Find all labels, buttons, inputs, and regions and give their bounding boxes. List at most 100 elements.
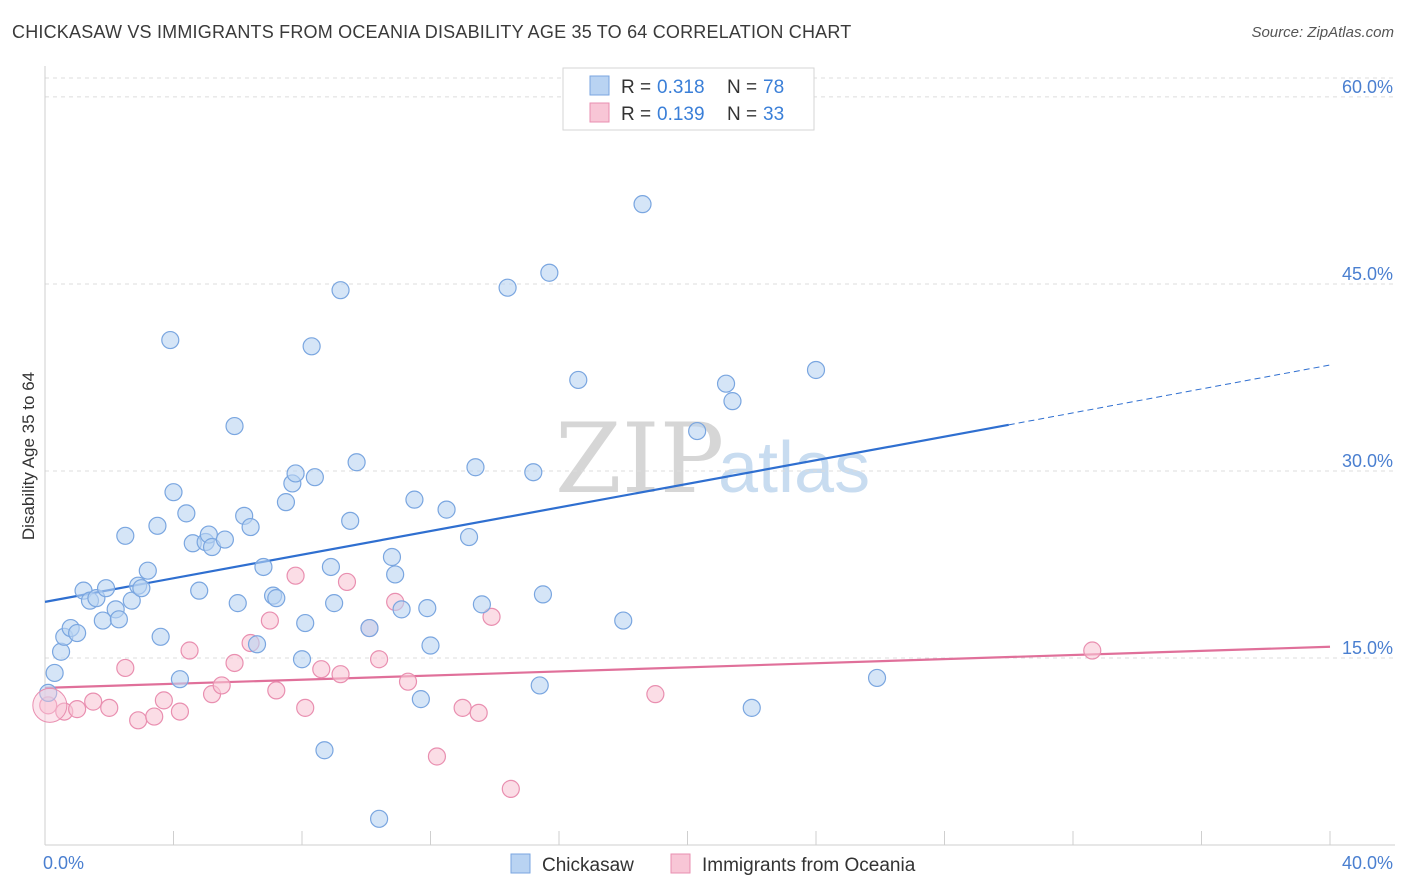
point-chickasaw — [45, 663, 64, 683]
data-points — [32, 195, 1102, 828]
point-chickasaw — [241, 517, 260, 537]
legend-swatch-chickasaw — [589, 75, 610, 96]
point-chickasaw — [164, 483, 183, 502]
legend-r-label-1: R = — [621, 77, 651, 98]
point-chickasaw — [151, 627, 170, 646]
point-chickasaw — [688, 421, 707, 441]
point-chickasaw — [392, 600, 411, 619]
grid-lines — [45, 77, 1395, 659]
point-oceania — [469, 703, 488, 722]
point-chickasaw — [177, 504, 196, 523]
watermark-zip: ZIP — [555, 403, 724, 515]
point-chickasaw — [148, 516, 167, 535]
point-oceania — [154, 691, 173, 710]
point-oceania — [100, 698, 119, 717]
x-tick-label: 0.0% — [43, 853, 84, 873]
point-chickasaw — [370, 809, 389, 828]
y-tick-label: 60.0% — [1342, 77, 1393, 97]
point-chickasaw — [360, 618, 379, 638]
point-chickasaw — [569, 370, 588, 390]
point-chickasaw — [331, 281, 350, 300]
point-oceania — [260, 611, 279, 630]
point-oceania — [225, 653, 244, 673]
point-oceania — [170, 702, 190, 721]
trend-line-oceania — [44, 645, 1331, 690]
point-oceania — [84, 692, 103, 711]
watermark-atlas: atlas — [718, 428, 870, 508]
point-oceania — [1083, 641, 1102, 660]
top-legend: R = 0.318 N = 78 R = 0.139 N = 33 — [562, 67, 815, 131]
point-chickasaw — [170, 670, 190, 689]
point-oceania — [646, 685, 665, 704]
point-chickasaw — [302, 337, 321, 356]
point-oceania — [212, 676, 231, 695]
bottom-legend-label-chickasaw: Chickasaw — [542, 855, 634, 876]
point-oceania — [427, 747, 447, 766]
point-chickasaw — [633, 195, 652, 214]
point-chickasaw — [530, 676, 549, 695]
point-chickasaw — [109, 610, 128, 629]
point-chickasaw — [742, 698, 761, 717]
point-oceania — [370, 650, 389, 669]
point-chickasaw — [116, 526, 135, 545]
y-tick-label: 30.0% — [1342, 451, 1393, 471]
point-chickasaw — [225, 416, 244, 436]
point-chickasaw — [867, 668, 887, 688]
y-axis-label: Disability Age 35 to 64 — [19, 372, 38, 540]
point-chickasaw — [161, 330, 180, 350]
point-oceania — [398, 672, 418, 691]
point-chickasaw — [386, 565, 405, 584]
y-tick-label: 45.0% — [1342, 264, 1393, 284]
trend-lines — [44, 364, 1331, 690]
trend-line-chickasaw-extension — [1008, 364, 1331, 426]
point-chickasaw — [421, 636, 440, 655]
point-chickasaw — [96, 579, 116, 598]
legend-n-label-2: N = — [727, 104, 757, 125]
bottom-legend-label-oceania: Immigrants from Oceania — [702, 855, 916, 876]
point-chickasaw — [132, 579, 151, 598]
point-chickasaw — [215, 530, 234, 549]
point-chickasaw — [315, 741, 334, 760]
point-chickasaw — [138, 561, 157, 580]
point-chickasaw — [498, 278, 517, 297]
point-chickasaw — [540, 263, 559, 282]
point-chickasaw — [68, 623, 87, 643]
point-chickasaw — [292, 650, 312, 669]
point-chickasaw — [466, 458, 485, 477]
point-chickasaw — [305, 468, 324, 487]
point-chickasaw — [321, 557, 341, 577]
point-chickasaw — [228, 594, 247, 613]
y-tick-label: 15.0% — [1342, 638, 1393, 658]
chart-title: CHICKASAW VS IMMIGRANTS FROM OCEANIA DIS… — [12, 22, 852, 42]
point-chickasaw — [296, 613, 315, 633]
point-chickasaw — [276, 493, 296, 512]
point-chickasaw — [51, 642, 71, 661]
point-chickasaw — [325, 594, 344, 613]
x-tick-label: 40.0% — [1342, 853, 1393, 873]
source-credit: Source: ZipAtlas.com — [1251, 24, 1394, 41]
point-chickasaw — [411, 690, 430, 709]
point-chickasaw — [286, 464, 305, 483]
point-oceania — [68, 700, 87, 719]
point-chickasaw — [190, 581, 209, 600]
legend-r-value-2: 0.139 — [657, 104, 705, 125]
point-chickasaw — [716, 374, 736, 393]
point-oceania — [453, 698, 472, 717]
point-oceania — [296, 698, 315, 717]
point-chickasaw — [382, 547, 402, 567]
point-oceania — [267, 681, 286, 700]
legend-r-value-1: 0.318 — [657, 77, 705, 98]
point-oceania — [180, 641, 199, 660]
legend-n-value-1: 78 — [763, 77, 784, 98]
trend-line-chickasaw — [44, 423, 1009, 603]
point-chickasaw — [122, 591, 141, 610]
point-chickasaw — [347, 453, 366, 472]
axes: 15.0% 30.0% 45.0% 60.0% 0.0% 40.0% — [43, 66, 1395, 873]
bottom-legend-swatch-chickasaw — [510, 853, 531, 874]
point-chickasaw — [614, 611, 633, 630]
legend-n-label-1: N = — [727, 77, 757, 98]
point-chickasaw — [459, 527, 479, 547]
point-oceania — [116, 658, 135, 678]
point-oceania — [286, 566, 305, 585]
